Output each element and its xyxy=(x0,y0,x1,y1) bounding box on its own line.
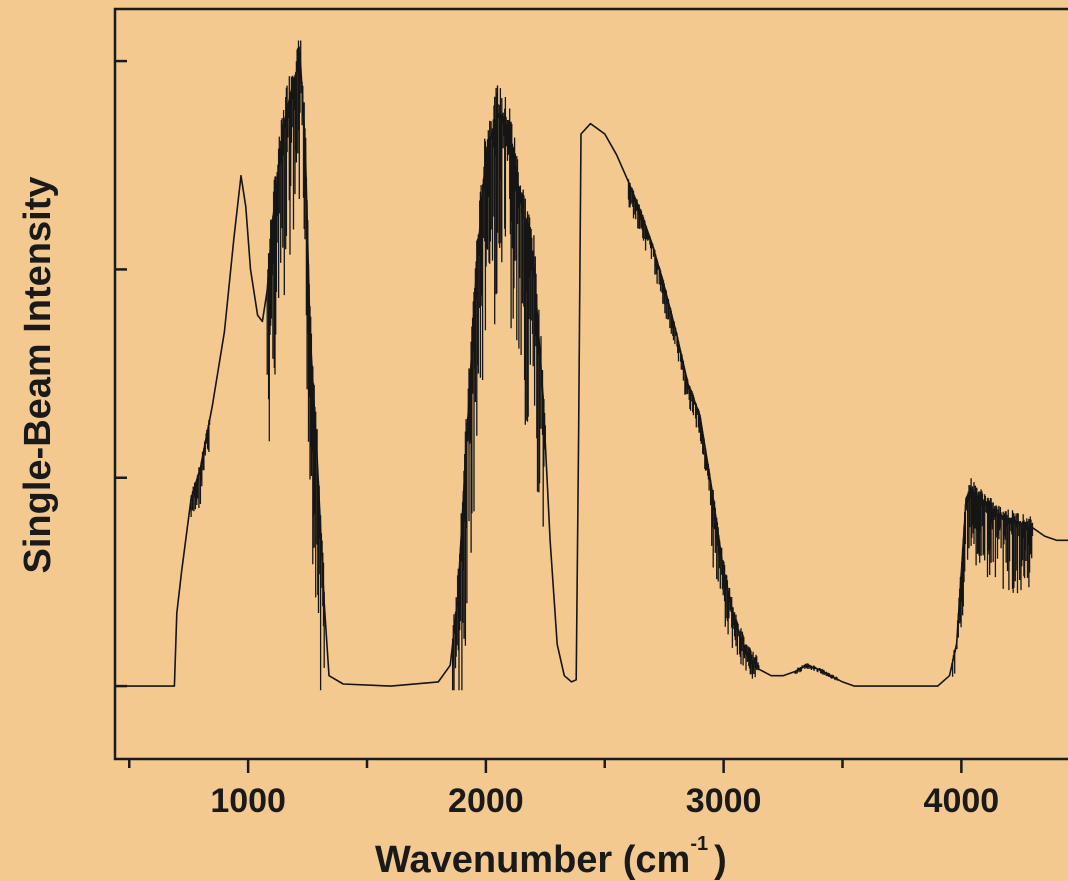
absorption-lines-band-5 xyxy=(794,663,839,681)
x-tick-label: 4000 xyxy=(924,782,1000,820)
x-tick-label: 1000 xyxy=(210,782,286,820)
absorption-lines-band-2 xyxy=(451,85,546,691)
absorption-lines-band-1 xyxy=(266,40,325,691)
x-axis-label-main: Wavenumber (cm xyxy=(375,839,690,881)
absorption-lines-band-3 xyxy=(627,179,712,506)
x-axis-label: Wavenumber (cm-1) xyxy=(375,833,727,881)
y-axis-label: Single-Beam Intensity xyxy=(17,177,59,574)
x-tick-label: 3000 xyxy=(686,782,762,820)
absorption-lines-band-4 xyxy=(711,487,760,679)
absorption-lines-band-6 xyxy=(951,478,1034,677)
spectrum-trace xyxy=(115,60,1068,687)
x-axis-label-sup: -1 xyxy=(690,833,708,855)
absorption-lines-band-0 xyxy=(190,418,211,517)
x-axis-label-close: ) xyxy=(714,839,727,881)
y-axis-ticks xyxy=(115,59,127,688)
x-axis-ticks: 1000 2000 3000 4000 xyxy=(128,759,1000,820)
plot-area xyxy=(115,40,1068,691)
plot-frame xyxy=(113,7,1068,761)
x-tick-label: 2000 xyxy=(448,782,524,820)
